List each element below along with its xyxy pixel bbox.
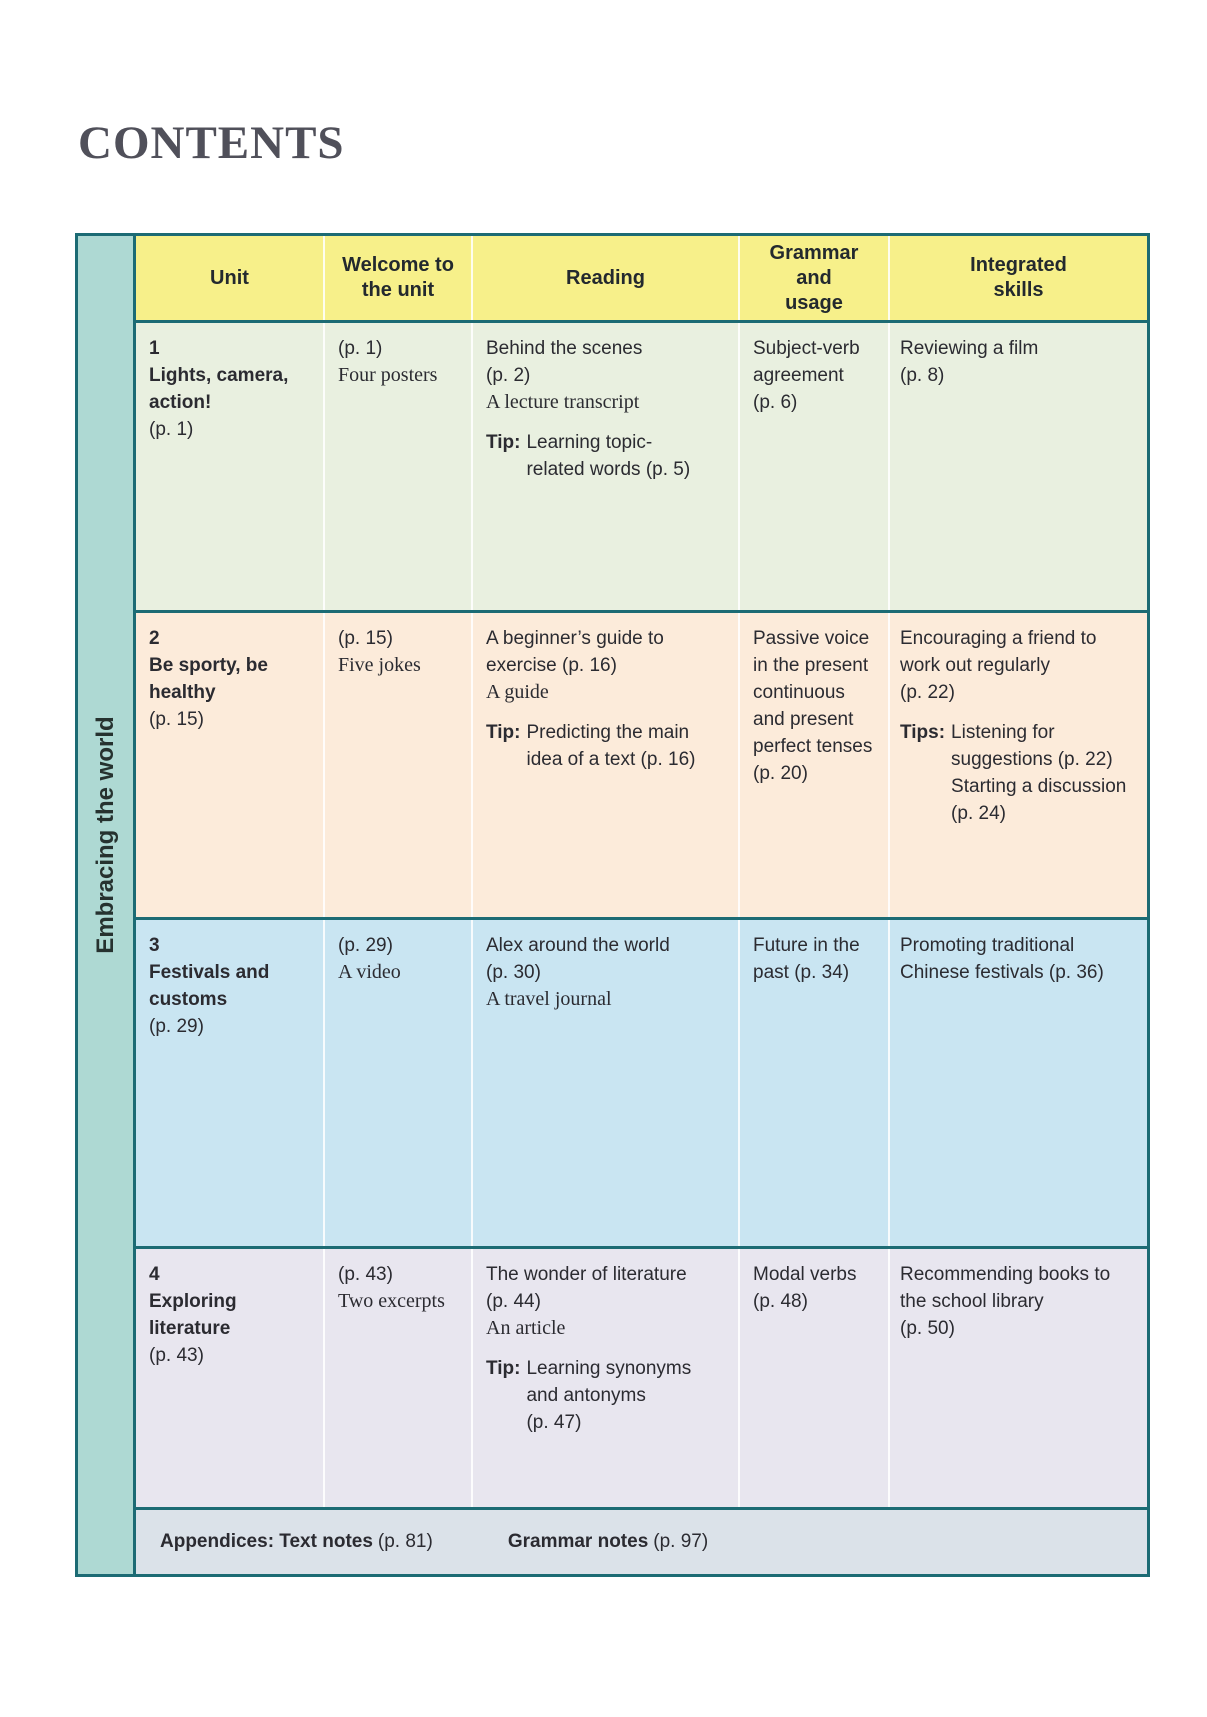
welcome-cell: (p. 1) Four posters [323, 323, 471, 610]
unit-title: Festivals and customs [149, 962, 270, 1010]
tip-text: Learning topic- related words (p. 5) [526, 432, 691, 480]
skills-cell: Promoting traditional Chinese festivals … [888, 920, 1147, 1246]
theme-sidebar: Embracing the world [78, 236, 136, 1574]
welcome-item: Two excerpts [338, 1290, 445, 1312]
welcome-cell: (p. 29) A video [323, 920, 471, 1246]
welcome-cell: (p. 15) Five jokes [323, 613, 471, 917]
grammar-cell: Subject-verb agreement (p. 6) [738, 323, 888, 610]
welcome-item: Five jokes [338, 654, 421, 676]
welcome-page: (p. 43) [338, 1264, 393, 1285]
tip-label: Tip: [486, 722, 521, 743]
welcome-item: A video [338, 961, 401, 983]
appendices-text-notes: Appendices: Text notes (p. 81) [160, 1531, 433, 1553]
unit-page: (p. 43) [149, 1345, 204, 1366]
skills-cell: Encouraging a friend to work out regular… [888, 613, 1147, 917]
header-skills: Integrated skills [888, 236, 1147, 320]
appendices-grammar-notes: Grammar notes (p. 97) [508, 1531, 708, 1553]
skills-cell: Recommending books to the school library… [888, 1249, 1147, 1507]
unit-cell: 3 Festivals and customs (p. 29) [136, 920, 323, 1246]
unit-title: Exploring literature [149, 1291, 237, 1339]
tip-text: Learning synonyms and antonyms (p. 47) [526, 1358, 692, 1433]
unit-cell: 4 Exploring literature (p. 43) [136, 1249, 323, 1507]
unit-title: Be sporty, be healthy [149, 655, 268, 703]
welcome-page: (p. 1) [338, 338, 383, 359]
reading-tip: Tip: Predicting the main idea of a text … [486, 719, 732, 773]
reading-genre: A lecture transcript [486, 391, 640, 413]
unit-cell: 1 Lights, camera, action! (p. 1) [136, 323, 323, 610]
welcome-page: (p. 29) [338, 935, 393, 956]
table-main: Unit Welcome to the unit Reading Grammar… [136, 236, 1147, 1574]
tip-label: Tips: [900, 722, 946, 743]
reading-main: The wonder of literature (p. 44) [486, 1264, 687, 1312]
unit-number: 4 [149, 1264, 160, 1285]
unit-page: (p. 1) [149, 419, 194, 440]
reading-cell: A beginner’s guide to exercise (p. 16) A… [471, 613, 738, 917]
appendices-row: Appendices: Text notes (p. 81) Grammar no… [136, 1510, 1147, 1574]
skills-tip: Tips: Listening for suggestions (p. 22) … [900, 719, 1141, 827]
welcome-cell: (p. 43) Two excerpts [323, 1249, 471, 1507]
page-title: CONTENTS [78, 117, 345, 169]
header-unit: Unit [210, 266, 249, 289]
reading-genre: A travel journal [486, 988, 612, 1010]
skills-main: Promoting traditional Chinese festivals … [900, 935, 1104, 983]
skills-main: Recommending books to the school library… [900, 1264, 1111, 1339]
reading-cell: The wonder of literature (p. 44) An arti… [471, 1249, 738, 1507]
header-welcome: Welcome to the unit [323, 236, 471, 320]
unit-row-1: 1 Lights, camera, action! (p. 1) (p. 1) … [136, 323, 1147, 613]
unit-row-2: 2 Be sporty, be healthy (p. 15) (p. 15) … [136, 613, 1147, 920]
welcome-page: (p. 15) [338, 628, 393, 649]
reading-genre: A guide [486, 681, 549, 703]
unit-number: 3 [149, 935, 160, 956]
skills-cell: Reviewing a film (p. 8) [888, 323, 1147, 610]
unit-title: Lights, camera, action! [149, 365, 289, 413]
reading-main: Alex around the world (p. 30) [486, 935, 670, 983]
grammar-cell: Modal verbs (p. 48) [738, 1249, 888, 1507]
appendices-page: (p. 81) [377, 1531, 433, 1552]
skills-main: Encouraging a friend to work out regular… [900, 628, 1097, 703]
header-grammar: Grammar and usage [738, 236, 888, 320]
unit-row-3: 3 Festivals and customs (p. 29) (p. 29) … [136, 920, 1147, 1249]
reading-cell: Behind the scenes (p. 2) A lecture trans… [471, 323, 738, 610]
tip-label: Tip: [486, 432, 521, 453]
theme-label: Embracing the world [91, 716, 119, 954]
table-header-row: Unit Welcome to the unit Reading Grammar… [136, 236, 1147, 323]
tip-text: Listening for suggestions (p. 22) Starti… [951, 722, 1127, 824]
reading-tip: Tip: Learning synonyms and antonyms (p. … [486, 1355, 732, 1436]
grammar-notes-page: (p. 97) [653, 1531, 709, 1552]
reading-cell: Alex around the world (p. 30) A travel j… [471, 920, 738, 1246]
grammar-notes-label: Grammar notes [507, 1531, 649, 1552]
reading-tip: Tip: Learning topic- related words (p. 5… [486, 429, 732, 483]
tip-text: Predicting the main idea of a text (p. 1… [526, 722, 696, 770]
contents-table: Embracing the world Unit Welcome to the … [75, 233, 1150, 1577]
unit-row-4: 4 Exploring literature (p. 43) (p. 43) T… [136, 1249, 1147, 1510]
grammar-cell: Future in the past (p. 34) [738, 920, 888, 1246]
unit-page: (p. 29) [149, 1016, 204, 1037]
unit-number: 1 [149, 338, 160, 359]
reading-main: Behind the scenes (p. 2) [486, 338, 643, 386]
unit-page: (p. 15) [149, 709, 204, 730]
tip-label: Tip: [486, 1358, 521, 1379]
unit-cell: 2 Be sporty, be healthy (p. 15) [136, 613, 323, 917]
reading-genre: An article [486, 1317, 566, 1339]
reading-main: A beginner’s guide to exercise (p. 16) [486, 628, 664, 676]
unit-number: 2 [149, 628, 160, 649]
skills-main: Reviewing a film (p. 8) [900, 338, 1039, 386]
welcome-item: Four posters [338, 364, 438, 386]
appendices-label: Appendices: Text notes [160, 1531, 373, 1552]
grammar-cell: Passive voice in the present continuous … [738, 613, 888, 917]
header-reading: Reading [471, 236, 738, 320]
